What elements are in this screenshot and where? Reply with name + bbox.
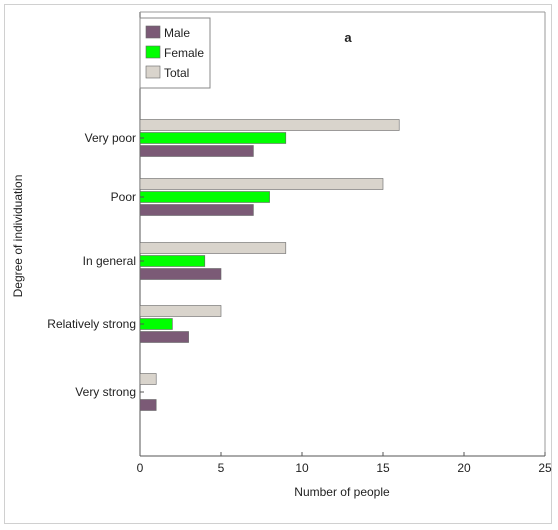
bar-male: [139, 331, 189, 343]
y-tick-label: Very poor: [85, 131, 136, 145]
y-tick-label: Very strong: [75, 385, 136, 399]
x-tick-label: 10: [295, 461, 309, 475]
x-tick-label: 15: [376, 461, 390, 475]
panel-label: a: [344, 30, 352, 45]
legend-label-male: Male: [164, 26, 190, 40]
legend-swatch-total: [145, 65, 161, 79]
x-tick-label: 5: [218, 461, 225, 475]
bar-female: [139, 132, 287, 144]
legend-label-female: Female: [164, 46, 204, 60]
bar-total: [139, 242, 287, 254]
y-tick-label: In general: [83, 254, 136, 268]
legend-swatch-male: [145, 25, 161, 39]
x-tick-label: 25: [538, 461, 552, 475]
y-tick-label: Poor: [111, 190, 136, 204]
bar-female: [139, 318, 173, 330]
y-axis-label: Degree of individuation: [11, 175, 25, 298]
y-tick-label: Relatively strong: [47, 317, 136, 331]
x-tick-label: 20: [457, 461, 471, 475]
figure-frame: [4, 4, 552, 524]
legend-swatch-female: [145, 45, 161, 59]
bar-total: [139, 119, 400, 131]
bar-male: [139, 268, 222, 280]
bar-female: [139, 191, 270, 203]
bar-female: [139, 255, 206, 267]
bar-male: [139, 145, 254, 157]
x-axis-label: Number of people: [294, 485, 390, 499]
bar-total: [139, 305, 222, 317]
bar-total: [139, 373, 157, 385]
legend-label-total: Total: [164, 66, 189, 80]
bar-male: [139, 204, 254, 216]
x-tick-label: 0: [137, 461, 144, 475]
bar-total: [139, 178, 384, 190]
bar-male: [139, 399, 157, 411]
